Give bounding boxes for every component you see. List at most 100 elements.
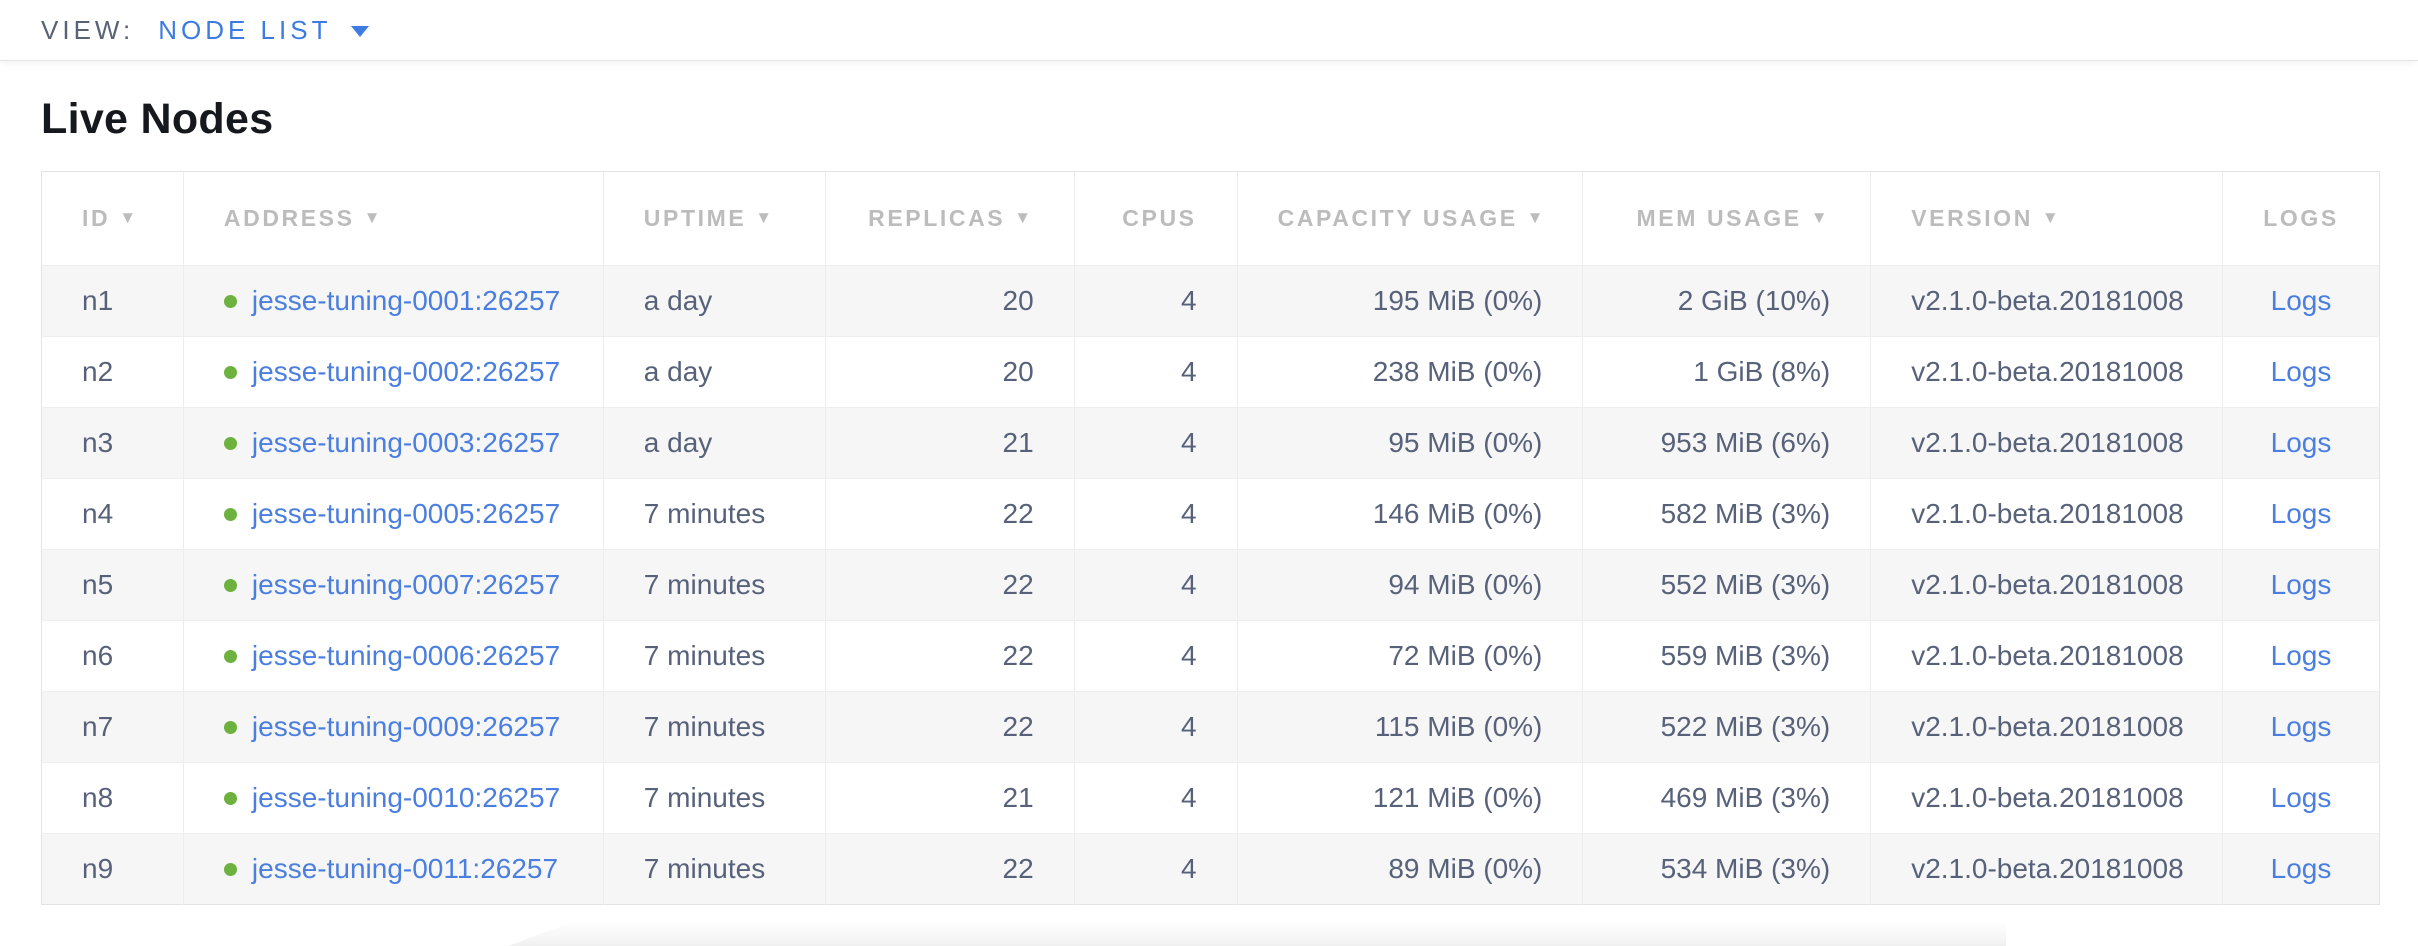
column-header-replicas[interactable]: REPLICAS ▼: [824, 171, 1075, 266]
caret-down-icon: [351, 26, 370, 37]
sort-desc-icon: ▼: [755, 208, 775, 227]
live-nodes-table: ID ▼ ADDRESS ▼ UPTIME ▼ REPLICAS ▼ CPUS CAPACITY …: [41, 171, 2380, 905]
view-selector[interactable]: NODE LIST: [158, 14, 370, 46]
logs-link[interactable]: Logs: [2270, 569, 2332, 600]
node-healthy-dot-icon: [223, 437, 237, 450]
node-healthy-dot-icon: [223, 366, 237, 379]
cell-id: n1: [82, 285, 114, 316]
cell-replicas: 22: [824, 478, 1075, 550]
cell-mem: 1 GiB (8%): [1582, 336, 1871, 408]
column-header-label: CPUS: [1122, 205, 1197, 231]
cell-address: jesse-tuning-0011:26257: [182, 833, 604, 905]
cell-cpus: 4: [1073, 407, 1238, 479]
cell-mem: 552 MiB (3%): [1582, 549, 1871, 621]
cell-logs: Logs: [2222, 549, 2380, 621]
node-address-link[interactable]: jesse-tuning-0010:26257: [251, 782, 561, 813]
column-header-capacity[interactable]: CAPACITY USAGE ▼: [1236, 171, 1583, 266]
node-address-link[interactable]: jesse-tuning-0005:26257: [251, 498, 561, 529]
cell-id: n9: [41, 833, 184, 905]
cell-cpus: 4: [1073, 549, 1238, 621]
cell-mem: 522 MiB (3%): [1582, 691, 1871, 763]
table-row: n6 jesse-tuning-0006:26257 7 minutes 22 4 72 …: [41, 620, 2380, 692]
node-address-link[interactable]: jesse-tuning-0007:26257: [251, 569, 561, 600]
cell-capacity: 146 MiB (0%): [1236, 478, 1583, 550]
cell-capacity: 72 MiB (0%): [1236, 620, 1583, 692]
table-row: n3 jesse-tuning-0003:26257 a day 21 4 95 MiB …: [41, 407, 2380, 479]
cell-address: jesse-tuning-0007:26257: [182, 549, 604, 621]
cell-id: n8: [41, 762, 184, 834]
table-row: n9 jesse-tuning-0011:26257 7 minutes 22 4 89 …: [41, 833, 2380, 905]
logs-link[interactable]: Logs: [2270, 711, 2332, 742]
cell-logs: Logs: [2222, 762, 2380, 834]
table-header-row: ID ▼ ADDRESS ▼ UPTIME ▼ REPLICAS ▼ CPUS CAPACITY …: [41, 171, 2380, 266]
cell-cpus: 4: [1073, 833, 1238, 905]
view-selected-value: NODE LIST: [158, 14, 332, 45]
cell-capacity: 238 MiB (0%): [1236, 336, 1583, 408]
column-header-mem[interactable]: MEM USAGE ▼: [1582, 171, 1871, 266]
logs-link[interactable]: Logs: [2270, 285, 2332, 316]
cell-version: v2.1.0-beta.20181008: [1870, 762, 2223, 834]
cell-logs: Logs: [2222, 336, 2380, 408]
node-healthy-dot-icon: [223, 721, 237, 734]
sort-desc-icon: ▼: [1810, 208, 1831, 227]
column-header-id[interactable]: ID ▼: [41, 171, 184, 266]
node-address-link[interactable]: jesse-tuning-0011:26257: [251, 853, 559, 884]
sort-desc-icon: ▼: [2041, 208, 2062, 227]
cell-cpus: 4: [1073, 265, 1238, 337]
cell-uptime: a day: [602, 265, 826, 337]
node-address-link[interactable]: jesse-tuning-0002:26257: [251, 356, 561, 387]
cell-uptime: 7 minutes: [602, 478, 826, 550]
node-address-link[interactable]: jesse-tuning-0009:26257: [251, 711, 561, 742]
cell-uptime: 7 minutes: [602, 833, 826, 905]
column-header-label: ADDRESS: [223, 205, 355, 231]
cell-address: jesse-tuning-0005:26257: [182, 478, 604, 550]
view-bar: VIEW: NODE LIST: [0, 0, 2418, 61]
node-address-link[interactable]: jesse-tuning-0003:26257: [251, 427, 561, 458]
cell-replicas: 22: [824, 620, 1075, 692]
cell-cpus: 4: [1073, 336, 1238, 408]
logs-link[interactable]: Logs: [2270, 427, 2332, 458]
cell-cpus: 4: [1073, 691, 1238, 763]
logs-link[interactable]: Logs: [2270, 853, 2332, 884]
cell-replicas: 22: [824, 691, 1075, 763]
cell-capacity: 94 MiB (0%): [1236, 549, 1583, 621]
cell-mem: 953 MiB (6%): [1582, 407, 1871, 479]
cell-mem: 469 MiB (3%): [1582, 762, 1871, 834]
column-header-label: UPTIME: [643, 205, 747, 231]
cell-id: n4: [41, 478, 184, 550]
cell-replicas: 22: [824, 549, 1075, 621]
cell-logs: Logs: [2222, 478, 2380, 550]
cell-logs: Logs: [2222, 407, 2380, 479]
cell-replicas: 21: [824, 407, 1075, 479]
cell-address: jesse-tuning-0010:26257: [182, 762, 604, 834]
column-header-label: CAPACITY USAGE: [1277, 205, 1518, 231]
cell-logs: Logs: [2222, 265, 2380, 337]
cell-mem: 582 MiB (3%): [1582, 478, 1871, 550]
column-header-label: LOGS: [2263, 205, 2339, 231]
cell-address: jesse-tuning-0002:26257: [182, 336, 604, 408]
cell-logs: Logs: [2222, 833, 2380, 905]
node-healthy-dot-icon: [223, 295, 237, 308]
cell-id: n5: [41, 549, 184, 621]
column-header-address[interactable]: ADDRESS ▼: [182, 171, 604, 266]
cell-mem: 2 GiB (10%): [1582, 265, 1871, 337]
column-header-uptime[interactable]: UPTIME ▼: [602, 171, 826, 266]
cell-address: jesse-tuning-0006:26257: [182, 620, 604, 692]
cell-cpus: 4: [1073, 478, 1238, 550]
cell-capacity: 89 MiB (0%): [1236, 833, 1583, 905]
cell-replicas: 20: [824, 336, 1075, 408]
cell-mem: 559 MiB (3%): [1582, 620, 1871, 692]
logs-link[interactable]: Logs: [2270, 640, 2332, 671]
cell-capacity: 95 MiB (0%): [1236, 407, 1583, 479]
cell-version: v2.1.0-beta.20181008: [1870, 549, 2223, 621]
column-header-version[interactable]: VERSION ▼: [1870, 171, 2223, 266]
logs-link[interactable]: Logs: [2270, 356, 2332, 387]
cell-version: v2.1.0-beta.20181008: [1870, 620, 2223, 692]
cell-uptime: a day: [602, 336, 826, 408]
column-header-logs: LOGS: [2222, 171, 2380, 266]
logs-link[interactable]: Logs: [2270, 782, 2332, 813]
node-address-link[interactable]: jesse-tuning-0006:26257: [251, 640, 561, 671]
logs-link[interactable]: Logs: [2270, 498, 2332, 529]
cell-version: v2.1.0-beta.20181008: [1870, 336, 2223, 408]
node-address-link[interactable]: jesse-tuning-0001:26257: [251, 285, 561, 316]
